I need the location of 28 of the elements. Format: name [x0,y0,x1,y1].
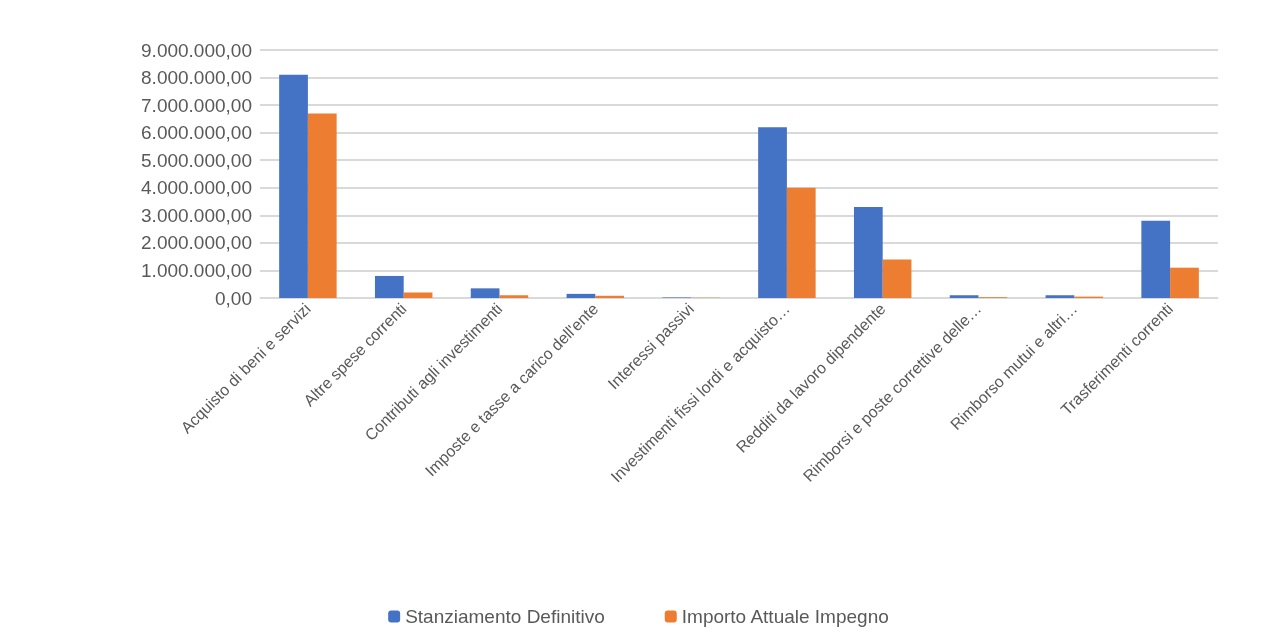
bar [403,292,433,298]
bar [786,187,816,298]
bar [374,275,404,298]
bar [949,295,979,298]
y-tick-label: 6.000.000,00 [141,122,252,144]
legend-label: Stanziamento Definitivo [405,606,605,627]
bar [470,288,500,298]
bar [1170,267,1199,298]
bar [758,127,787,298]
y-tick-label: 8.000.000,00 [141,67,252,89]
y-tick-label: 5.000.000,00 [141,149,252,171]
y-tick-label: 9.000.000,00 [141,39,252,61]
legend-label: Importo Attuale Impegno [681,606,889,627]
y-tick-label: 3.000.000,00 [141,204,252,226]
bar [566,293,596,298]
y-tick-label: 1.000.000,00 [141,259,252,281]
bar [307,113,337,298]
y-tick-label: 2.000.000,00 [141,232,252,254]
bar [882,259,912,298]
bar [279,74,308,298]
bar [1045,295,1075,298]
bar [1141,220,1171,298]
y-tick-label: 4.000.000,00 [141,177,252,199]
bar [499,295,529,298]
bar [595,295,625,298]
y-tick-label: 0,00 [215,287,252,309]
y-tick-label: 7.000.000,00 [141,94,252,116]
bar [853,207,883,298]
